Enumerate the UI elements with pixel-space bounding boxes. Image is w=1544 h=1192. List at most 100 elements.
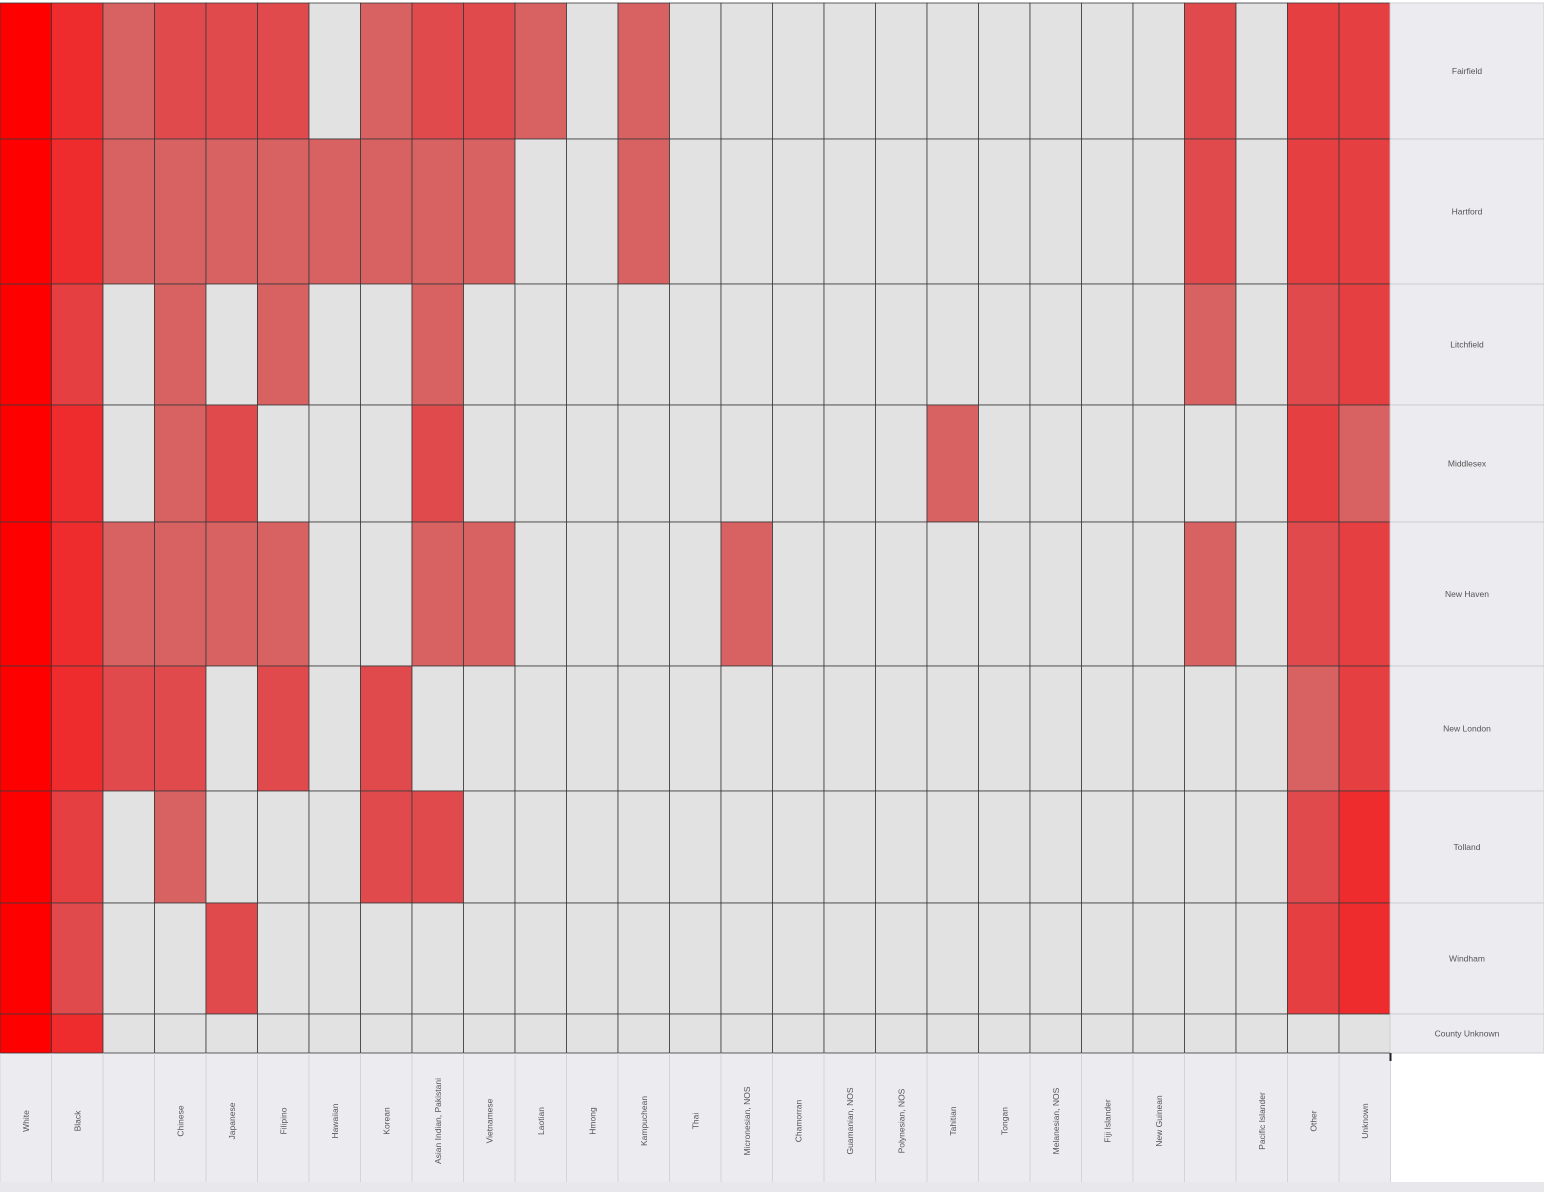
heatmap-cell [51, 665, 104, 792]
heatmap-cell [1287, 521, 1340, 667]
heatmap-cell [926, 138, 979, 285]
x-axis-band [0, 1053, 1391, 1182]
heatmap-cell [926, 404, 979, 523]
heatmap-cell [669, 902, 722, 1015]
heatmap-cell [1235, 790, 1288, 904]
heatmap-cell [411, 1013, 464, 1054]
heatmap-cell [1287, 665, 1340, 792]
heatmap-cell [463, 138, 516, 285]
heatmap-cell [617, 790, 670, 904]
heatmap-cell [205, 902, 258, 1015]
column-label: Fiji Islander [1102, 1099, 1112, 1143]
heatmap-cell [308, 1013, 361, 1054]
heatmap-cell [823, 902, 876, 1015]
heatmap-cell [823, 404, 876, 523]
heatmap-cell [1029, 521, 1082, 667]
heatmap-cell [875, 1013, 928, 1054]
heatmap-cell [1184, 521, 1237, 667]
heatmap-cell [823, 790, 876, 904]
heatmap-cell [1184, 902, 1237, 1015]
column-label: Black [72, 1110, 82, 1132]
heatmap-cell [617, 283, 670, 406]
heatmap-cell [463, 790, 516, 904]
heatmap-cell [308, 902, 361, 1015]
heatmap-cell [1029, 665, 1082, 792]
column-label: Thai [690, 1113, 700, 1130]
heatmap-cell [1132, 902, 1185, 1015]
heatmap-cell [257, 665, 310, 792]
heatmap-cell [1081, 1013, 1134, 1054]
heatmap-cell [1132, 2, 1185, 140]
heatmap-cell [617, 138, 670, 285]
heatmap-cell [0, 521, 52, 667]
heatmap-cell [411, 138, 464, 285]
heatmap-cell [1081, 902, 1134, 1015]
heatmap-cell [411, 2, 464, 140]
heatmap-cell [772, 283, 825, 406]
heatmap-cell [926, 283, 979, 406]
column-label: Hmong [587, 1107, 597, 1135]
row-label: Middlesex [1448, 459, 1487, 469]
heatmap-cell [514, 521, 567, 667]
column-label: Guamanian, NOS [845, 1087, 855, 1154]
heatmap-cell [926, 790, 979, 904]
heatmap-cell [772, 521, 825, 667]
heatmap-cell [1029, 1013, 1082, 1054]
heatmap-cell [1029, 902, 1082, 1015]
heatmap-cell [257, 790, 310, 904]
heatmap-cell [514, 404, 567, 523]
heatmap-cell [1132, 790, 1185, 904]
heatmap-cell [102, 2, 155, 140]
heatmap-cell [154, 521, 207, 667]
column-label: Tongan [999, 1107, 1009, 1135]
heatmap-cell [257, 283, 310, 406]
heatmap-cell [1029, 138, 1082, 285]
column-label: Filipino [278, 1107, 288, 1134]
heatmap-cell [875, 665, 928, 792]
row-label: New Haven [1445, 589, 1489, 599]
heatmap-cell [978, 902, 1031, 1015]
heatmap-cell [566, 2, 619, 140]
heatmap-cell [257, 404, 310, 523]
heatmap-cell [205, 521, 258, 667]
row-label-cell [1389, 665, 1544, 792]
heatmap-cell [669, 404, 722, 523]
heatmap-cell [1338, 902, 1391, 1015]
heatmap-cell [1132, 521, 1185, 667]
row-label-cell [1389, 138, 1544, 285]
heatmap-cell [1287, 404, 1340, 523]
heatmap-cell [1132, 665, 1185, 792]
heatmap-cell [875, 138, 928, 285]
heatmap-cell [669, 283, 722, 406]
heatmap-cell [1132, 283, 1185, 406]
heatmap-cell [360, 138, 413, 285]
heatmap-cell [463, 521, 516, 667]
heatmap-cell [669, 521, 722, 667]
heatmap-cell [978, 665, 1031, 792]
heatmap-cell [1029, 790, 1082, 904]
row-label: County Unknown [1435, 1029, 1500, 1039]
heatmap-cell [720, 138, 773, 285]
heatmap-cell [669, 2, 722, 140]
row-label: Hartford [1452, 207, 1483, 217]
heatmap-cell [1287, 902, 1340, 1015]
column-label: Vietnamese [484, 1098, 494, 1143]
heatmap-cell [360, 1013, 413, 1054]
heatmap-cell [1081, 138, 1134, 285]
heatmap-cell [1132, 1013, 1185, 1054]
heatmap-cell [617, 2, 670, 140]
heatmap-cell [1184, 665, 1237, 792]
heatmap-cell [1338, 665, 1391, 792]
heatmap-cell [0, 902, 52, 1015]
heatmap-cell [360, 790, 413, 904]
heatmap-cell [823, 283, 876, 406]
heatmap-cell [360, 665, 413, 792]
heatmap-cell [0, 283, 52, 406]
heatmap-cell [308, 521, 361, 667]
column-label: Japanese [227, 1102, 237, 1139]
heatmap-cell [1235, 665, 1288, 792]
heatmap-cell [411, 665, 464, 792]
heatmap-cell [720, 521, 773, 667]
heatmap-cell [514, 1013, 567, 1054]
heatmap-cell [514, 902, 567, 1015]
